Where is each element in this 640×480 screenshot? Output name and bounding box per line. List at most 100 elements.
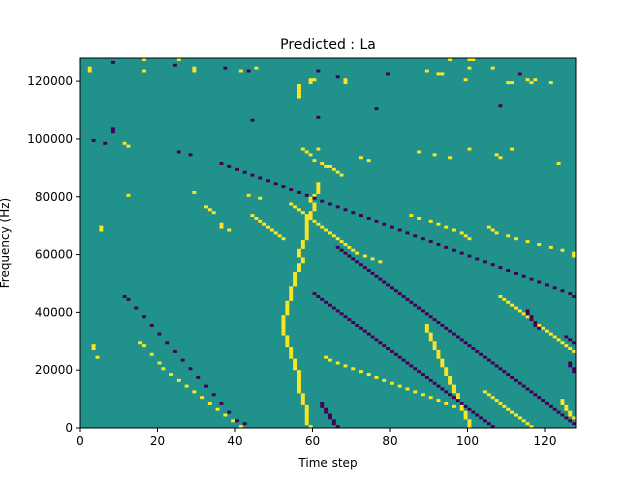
heatmap-cell-high xyxy=(459,231,464,235)
heatmap-cell-high xyxy=(572,254,577,258)
heatmap-cell-high xyxy=(556,338,561,342)
heatmap-cell-high xyxy=(556,162,561,165)
heatmap-cell-high xyxy=(498,156,503,160)
x-tick-label: 20 xyxy=(150,434,165,448)
heatmap-cell-low xyxy=(455,399,460,403)
heatmap-cell-high xyxy=(308,199,313,203)
heatmap-cell-low xyxy=(490,425,495,429)
heatmap-cell-high xyxy=(428,219,433,223)
heatmap-cells xyxy=(80,58,577,429)
heatmap-cell-high xyxy=(293,271,298,275)
heatmap-cell-high xyxy=(448,156,453,160)
heatmap-cell-low xyxy=(467,407,472,411)
heatmap-cell-high xyxy=(300,257,305,261)
heatmap-cell-high xyxy=(297,373,301,377)
heatmap-cell-low xyxy=(560,413,565,417)
heatmap-cell-high xyxy=(297,381,301,385)
heatmap-cell-high xyxy=(316,182,321,186)
heatmap-cell-high xyxy=(99,228,104,232)
heatmap-cell-high xyxy=(343,364,348,368)
heatmap-cell-high xyxy=(521,312,526,316)
x-tick-label: 80 xyxy=(382,434,397,448)
heatmap-cell-high xyxy=(312,78,317,82)
heatmap-cell-high xyxy=(335,237,340,241)
heatmap-cell-low xyxy=(486,358,491,362)
heatmap-cell-high xyxy=(300,147,305,151)
heatmap-cell-high xyxy=(297,375,301,379)
heatmap-cell-high xyxy=(510,147,515,151)
heatmap-cell-high xyxy=(343,78,348,82)
heatmap-cell-high xyxy=(312,205,317,209)
heatmap-cell-low xyxy=(471,347,476,350)
heatmap-cell-high xyxy=(506,300,511,304)
heatmap-cell-low xyxy=(498,367,503,371)
heatmap-cell-high xyxy=(316,190,321,194)
heatmap-cell-low xyxy=(393,352,398,356)
heatmap-cell-high xyxy=(138,341,143,345)
heatmap-cell-high xyxy=(142,58,146,61)
heatmap-cell-high xyxy=(258,196,263,200)
heatmap-cell-low xyxy=(405,297,410,301)
heatmap-cell-high xyxy=(142,69,146,73)
heatmap-cell-high xyxy=(300,240,305,244)
heatmap-cell-high xyxy=(297,86,301,90)
heatmap-cell-low xyxy=(219,162,224,165)
heatmap-cell-high xyxy=(533,78,538,82)
heatmap-cell-high xyxy=(99,225,104,229)
heatmap-cell-high xyxy=(525,240,530,244)
heatmap-cell-high xyxy=(335,170,340,174)
heatmap-cell-high xyxy=(211,211,216,215)
heatmap-cell-high xyxy=(409,214,414,218)
heatmap-cell-high xyxy=(293,364,298,368)
heatmap-cell-low xyxy=(568,361,573,365)
heatmap-cell-low xyxy=(436,321,441,324)
heatmap-cell-high xyxy=(452,387,456,391)
heatmap-cell-high xyxy=(572,416,577,420)
heatmap-cell-high xyxy=(176,378,181,382)
heatmap-cell-low xyxy=(390,349,394,353)
heatmap-cell-high xyxy=(362,254,367,258)
heatmap-cell-low xyxy=(173,349,177,353)
heatmap-cell-high xyxy=(297,89,301,93)
heatmap-cell-low xyxy=(165,341,170,345)
heatmap-cell-high xyxy=(413,390,418,394)
heatmap-cell-high xyxy=(285,309,290,313)
heatmap-cell-low xyxy=(556,410,561,414)
heatmap-cell-low xyxy=(467,344,472,348)
heatmap-cell-low xyxy=(242,170,247,174)
heatmap-cell-low xyxy=(479,416,484,420)
heatmap-background xyxy=(80,58,576,428)
heatmap-cell-high xyxy=(297,387,301,391)
heatmap-cell-low xyxy=(545,401,549,405)
heatmap-cell-low xyxy=(459,338,464,342)
heatmap-cell-low xyxy=(320,404,325,408)
heatmap-cell-low xyxy=(397,228,402,232)
heatmap-cell-high xyxy=(289,297,294,301)
heatmap-cell-low xyxy=(316,69,321,73)
heatmap-cell-high xyxy=(467,66,472,70)
heatmap-cell-high xyxy=(568,413,573,417)
heatmap-cell-low xyxy=(328,202,332,206)
heatmap-cell-high xyxy=(297,370,301,374)
heatmap-cell-low xyxy=(320,297,325,301)
heatmap-cell-high xyxy=(529,81,534,85)
heatmap-cell-high xyxy=(370,257,375,261)
heatmap-cell-high xyxy=(304,413,309,417)
heatmap-cell-low xyxy=(525,309,530,313)
heatmap-cell-low xyxy=(440,387,445,391)
heatmap-cell-high xyxy=(169,373,174,377)
heatmap-cell-high xyxy=(564,344,569,348)
heatmap-cell-high xyxy=(285,344,290,348)
heatmap-cell-high xyxy=(525,315,530,319)
heatmap-cell-low xyxy=(196,375,201,379)
heatmap-cell-low xyxy=(545,283,549,287)
heatmap-cell-low xyxy=(351,321,356,324)
heatmap-cell-low xyxy=(444,245,449,249)
chart-title: Predicted : La xyxy=(280,37,376,53)
heatmap-cell-low xyxy=(157,332,162,336)
heatmap-cell-low xyxy=(521,274,526,278)
heatmap-cell-high xyxy=(304,234,309,238)
heatmap-cell-low xyxy=(428,378,433,382)
heatmap-cell-low xyxy=(382,222,387,226)
